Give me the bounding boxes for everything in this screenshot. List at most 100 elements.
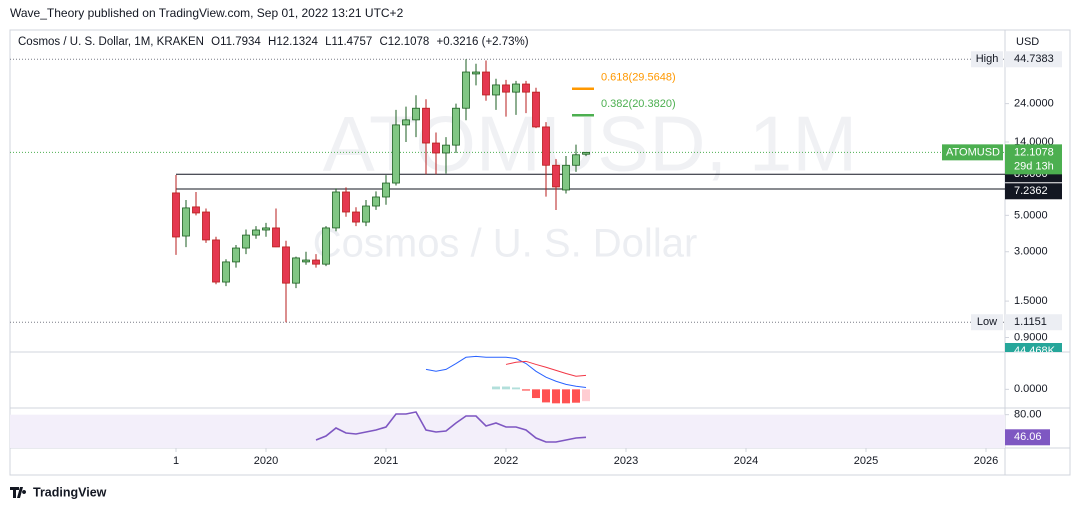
candle-body bbox=[202, 211, 210, 241]
macd-histogram-bar bbox=[512, 387, 520, 390]
change: +0.3216 (+2.73%) bbox=[437, 36, 529, 48]
candle-body bbox=[292, 257, 300, 284]
volume-label: 44.468K bbox=[1014, 345, 1056, 357]
marker-value: 1.1151 bbox=[1014, 316, 1047, 328]
y-tick-label: 0.9000 bbox=[1014, 331, 1048, 343]
macd-histogram-bar bbox=[542, 389, 550, 403]
candle-body bbox=[382, 182, 390, 198]
candle-body bbox=[182, 207, 190, 237]
marker-value-box bbox=[1005, 51, 1062, 68]
candle-body bbox=[532, 91, 540, 128]
candle-body bbox=[472, 71, 480, 75]
frame bbox=[9, 29, 1071, 476]
x-tick-label: 2023 bbox=[614, 455, 638, 467]
symbol: Cosmos / U. S. Dollar, 1M, KRAKEN bbox=[18, 36, 204, 48]
candle-body bbox=[222, 261, 230, 283]
last-value: 12.1078 bbox=[1014, 146, 1054, 158]
candle-body bbox=[412, 107, 420, 121]
legend: Cosmos / U. S. Dollar, 1M, KRAKEN O11.79… bbox=[18, 36, 529, 48]
macd-histogram-bar bbox=[552, 389, 560, 404]
y-tick-label: 5.0000 bbox=[1014, 209, 1048, 221]
macd-histogram-bar bbox=[502, 386, 510, 390]
level-label: 7.2362 bbox=[1014, 185, 1048, 197]
macd-histogram-bar bbox=[492, 386, 500, 390]
macd-line bbox=[425, 355, 587, 388]
last-value-box bbox=[1005, 144, 1062, 175]
candle-body bbox=[272, 227, 280, 248]
candle-body bbox=[482, 71, 490, 96]
marker-tag-box bbox=[971, 51, 1003, 68]
marker-tag-box bbox=[971, 314, 1003, 331]
ohlc-open: O11.7934 bbox=[211, 36, 261, 48]
x-tick-label: 2020 bbox=[254, 455, 278, 467]
rsi-value-label: 46.06 bbox=[1014, 431, 1042, 443]
y-tick-label: 24.0000 bbox=[1014, 98, 1054, 110]
fib-label: 0.618(29.5648) bbox=[601, 72, 676, 84]
candle-body bbox=[422, 107, 430, 144]
x-tick-label: 2024 bbox=[734, 455, 758, 467]
watermark-sub: Cosmos / U. S. Dollar bbox=[313, 222, 698, 266]
candle-body bbox=[442, 144, 450, 154]
candle-body bbox=[192, 206, 200, 214]
candle-body bbox=[562, 164, 570, 191]
y-tick-label: 1.5000 bbox=[1014, 295, 1048, 307]
macd-histogram-bar bbox=[532, 389, 540, 399]
candle-body bbox=[172, 192, 180, 238]
publisher: Wave_Theory published on TradingView.com… bbox=[10, 6, 404, 20]
candle-body bbox=[572, 154, 580, 166]
x-tick-label: 2025 bbox=[854, 455, 878, 467]
plot-area bbox=[10, 58, 1005, 323]
candle-body bbox=[342, 191, 350, 213]
macd-histogram-bar bbox=[572, 389, 580, 403]
candle-body bbox=[542, 126, 550, 166]
marker-tag: Low bbox=[977, 316, 997, 328]
x-tick-label: 1 bbox=[173, 455, 179, 467]
last-tag-box bbox=[942, 144, 1003, 161]
candle-body bbox=[242, 234, 250, 249]
macd-histogram-bar bbox=[562, 389, 570, 404]
x-tick-label: 2021 bbox=[374, 455, 398, 467]
volume-box bbox=[1005, 343, 1062, 352]
candle-body bbox=[372, 196, 380, 207]
last-tag: ATOMUSD bbox=[946, 146, 1000, 158]
logo: TradingView bbox=[10, 485, 107, 499]
candle-body bbox=[582, 151, 590, 155]
candle-body bbox=[252, 229, 260, 236]
candle-body bbox=[402, 119, 410, 126]
candle-body bbox=[512, 83, 520, 93]
candle-body bbox=[492, 84, 500, 96]
level-box bbox=[1005, 183, 1062, 200]
candle-body bbox=[322, 227, 330, 265]
logo-text: TradingView bbox=[33, 485, 107, 499]
ohlc-high: H12.1324 bbox=[268, 36, 318, 48]
rsi-band bbox=[10, 414, 1005, 448]
macd-histogram-bar bbox=[522, 389, 530, 391]
currency: USD bbox=[1016, 36, 1039, 48]
signal-line bbox=[505, 360, 587, 377]
countdown: 29d 13h bbox=[1014, 160, 1054, 172]
candle-body bbox=[362, 205, 370, 223]
y-tick-label: 3.0000 bbox=[1014, 246, 1048, 258]
candle-body bbox=[312, 259, 320, 265]
marker-tag: High bbox=[976, 53, 999, 65]
macd-histogram-bar bbox=[582, 389, 590, 402]
candle-body bbox=[212, 239, 220, 283]
marker-value-box bbox=[1005, 314, 1062, 331]
candle-body bbox=[262, 227, 270, 231]
x-tick-label: 2026 bbox=[974, 455, 998, 467]
candle-body bbox=[552, 164, 560, 188]
fib-label: 0.382(20.3820) bbox=[601, 98, 676, 110]
marker-value: 44.7383 bbox=[1014, 53, 1054, 65]
candle-body bbox=[502, 84, 510, 93]
candle-body bbox=[282, 246, 290, 284]
rsi-line bbox=[315, 411, 587, 443]
ohlc-close: C12.1078 bbox=[379, 36, 429, 48]
macd-tick-label: 0.0000 bbox=[1014, 383, 1048, 395]
x-tick-label: 2022 bbox=[494, 455, 518, 467]
ohlc-low: L11.4757 bbox=[325, 36, 372, 48]
candle-body bbox=[392, 124, 400, 184]
logo-icon bbox=[10, 487, 27, 498]
candle-body bbox=[232, 247, 240, 263]
